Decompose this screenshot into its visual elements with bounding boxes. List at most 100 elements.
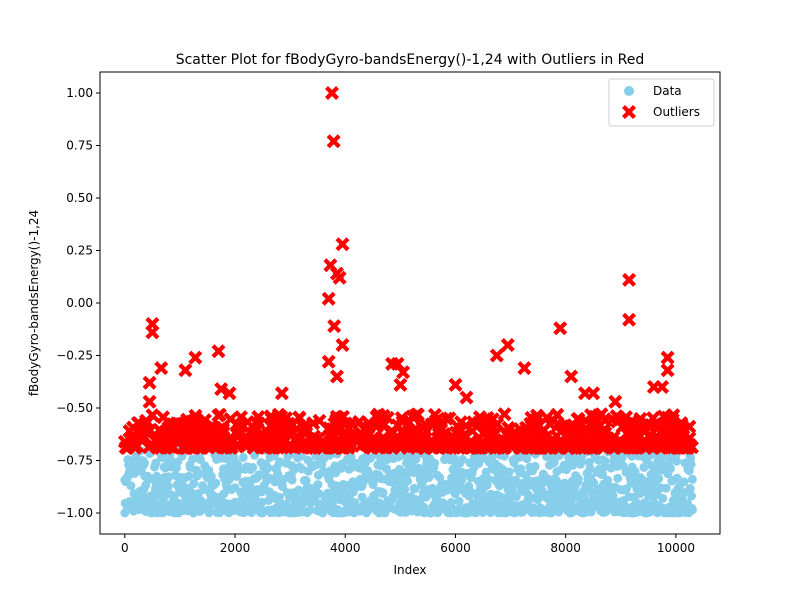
outlier-point (335, 338, 350, 352)
y-tick-label: −1.00 (56, 506, 93, 520)
data-point (403, 476, 412, 486)
outlier-point (465, 424, 480, 438)
legend-outlier-marker (622, 105, 636, 119)
outlier-point (476, 426, 491, 441)
data-point (177, 451, 187, 461)
data-point (573, 474, 583, 484)
x-tick-label: 10000 (657, 541, 695, 555)
data-point (411, 455, 421, 464)
outlier-point (444, 440, 459, 455)
outlier-point (502, 422, 517, 437)
y-tick-label: 1.00 (66, 86, 93, 100)
data-point (613, 473, 623, 483)
data-point (278, 482, 287, 492)
data-point (451, 462, 460, 472)
data-point (230, 483, 240, 493)
outlier-point (269, 439, 284, 454)
outlier-point (480, 440, 495, 455)
outlier-point (666, 440, 681, 455)
outlier-point (459, 390, 474, 405)
outlier-point (593, 438, 608, 453)
outlier-point (361, 416, 376, 430)
x-tick-label: 0 (121, 541, 129, 555)
outlier-point (513, 435, 527, 450)
outlier-point (423, 440, 438, 454)
outlier-point (277, 415, 292, 430)
outlier-point (550, 440, 565, 455)
data-point (378, 488, 388, 498)
outlier-point (386, 425, 401, 440)
outlier-point (335, 237, 350, 252)
outlier-point (266, 423, 281, 438)
data-point (458, 454, 468, 464)
data-point (585, 464, 595, 473)
data-point (687, 491, 696, 501)
data-point (435, 473, 445, 483)
outlier-point (434, 422, 448, 436)
y-tick-label: −0.25 (56, 349, 93, 363)
data-point (400, 484, 410, 494)
x-axis: 0 2000 4000 6000 8000 10000 (121, 534, 695, 555)
data-point (238, 453, 248, 462)
data-point (126, 481, 136, 491)
data-points-layer (120, 443, 697, 518)
outlier-point (163, 425, 178, 440)
data-point (656, 452, 666, 462)
outlier-point (223, 431, 237, 445)
data-point (504, 467, 514, 477)
data-point (189, 479, 199, 489)
outlier-point (332, 270, 347, 285)
outlier-point (402, 415, 417, 430)
outlier-point (480, 410, 495, 425)
y-tick-label: 0.75 (66, 139, 93, 153)
data-point (194, 489, 204, 498)
data-point (658, 493, 668, 503)
y-axis-label: fBodyGyro-bandsEnergy()-1,24 (27, 210, 41, 396)
y-tick-label: 0.50 (66, 191, 93, 205)
outlier-point (251, 416, 266, 431)
data-point (188, 454, 197, 464)
outlier-point (546, 413, 561, 428)
x-tick-label: 8000 (550, 541, 581, 555)
outlier-point (394, 411, 409, 426)
outlier-point (646, 440, 661, 455)
outlier-point (197, 413, 212, 428)
outlier-point (261, 435, 276, 450)
outlier-point (234, 418, 249, 433)
outlier-point (661, 413, 676, 428)
outlier-point (564, 369, 579, 384)
outlier-point (130, 439, 145, 453)
data-point (484, 474, 494, 484)
data-point (549, 457, 559, 467)
data-point (686, 459, 696, 469)
outlier-point (396, 365, 411, 380)
outlier-point (142, 394, 157, 409)
outlier-point (214, 382, 229, 397)
data-point (368, 480, 378, 490)
data-point (410, 484, 420, 494)
outlier-point (418, 417, 433, 432)
legend-data-marker (624, 86, 634, 96)
outlier-point (497, 407, 512, 422)
data-point (314, 489, 324, 499)
outlier-point (605, 440, 620, 455)
outlier-point (605, 412, 620, 427)
data-point (639, 462, 649, 472)
outlier-point (517, 361, 532, 376)
data-point (120, 508, 130, 518)
data-point (561, 491, 571, 501)
data-point (151, 458, 161, 468)
data-point (157, 452, 166, 462)
outlier-point (642, 428, 657, 443)
chart-title: Scatter Plot for fBodyGyro-bandsEnergy()… (176, 52, 645, 68)
legend-outliers-label: Outliers (653, 105, 700, 119)
outlier-point (498, 440, 513, 455)
data-point (687, 474, 697, 484)
outlier-points-layer (117, 86, 699, 455)
legend-data-label: Data (653, 84, 682, 98)
outlier-point (376, 408, 391, 423)
outlier-point (673, 422, 688, 437)
outlier-point (282, 438, 296, 453)
outlier-point (310, 437, 325, 452)
